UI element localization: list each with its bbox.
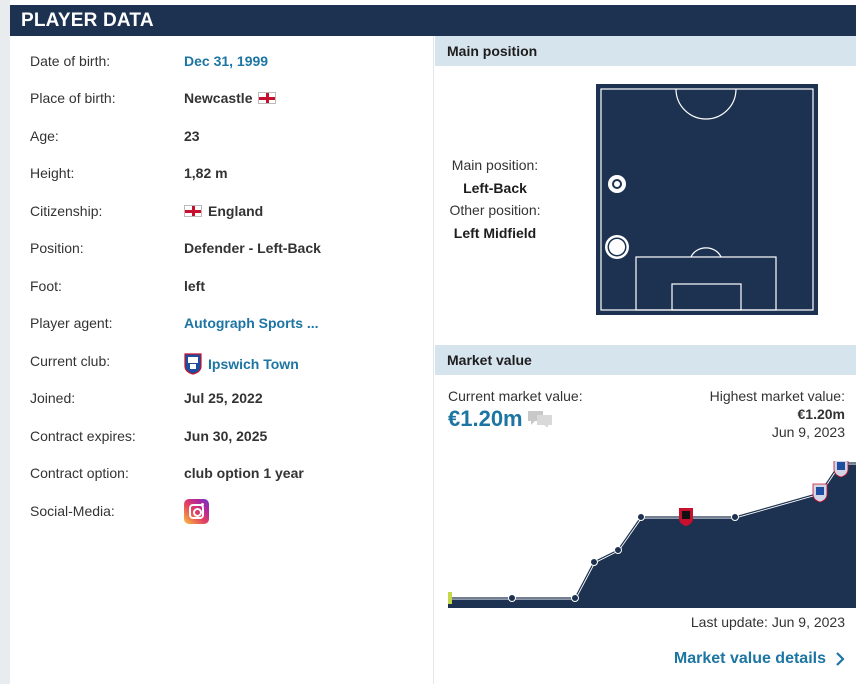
highest-market-value-date: Jun 9, 2023 [771, 424, 845, 440]
link-date-of-birth[interactable]: Dec 31, 1999 [184, 53, 269, 69]
main-position-label: Main position: [451, 157, 539, 173]
label-citizenship: Citizenship: [30, 203, 103, 219]
value-position: Defender - Left-Back [184, 240, 321, 256]
row-foot: Foot: left [30, 276, 430, 298]
row-date-of-birth: Date of birth: Dec 31, 1999 [30, 51, 430, 73]
player-info-panel: Date of birth: Dec 31, 1999 Place of bir… [10, 36, 434, 684]
row-player-agent: Player agent: Autograph Sports ... [30, 313, 430, 335]
label-foot: Foot: [30, 278, 62, 294]
row-position: Position: Defender - Left-Back [30, 238, 430, 260]
label-contract-expires: Contract expires: [30, 428, 136, 444]
market-value-heading-text: Market value [447, 352, 532, 368]
top-strip [10, 0, 856, 5]
other-position-label: Other position: [449, 202, 541, 218]
market-value-details-text[interactable]: Market value details [673, 650, 826, 667]
current-club-text[interactable]: Ipswich Town [208, 356, 299, 372]
other-position-marker [605, 235, 629, 259]
other-position-value: Left Midfield [453, 225, 537, 241]
row-current-club: Current club: Ipswich Town [30, 351, 430, 375]
label-social-media: Social-Media: [30, 503, 115, 519]
current-market-value-label: Current market value: [448, 388, 583, 404]
england-flag-icon [258, 92, 277, 104]
current-market-value: €1.20m [448, 406, 523, 431]
value-age: 23 [184, 128, 200, 144]
value-social-media [184, 499, 209, 524]
row-age: Age: 23 [30, 126, 430, 148]
label-place-of-birth: Place of birth: [30, 90, 116, 106]
value-height: 1,82 m [184, 165, 228, 181]
highest-market-value: €1.20m [797, 406, 845, 422]
citizenship-text: England [208, 203, 264, 219]
label-current-club: Current club: [30, 353, 111, 369]
value-place-of-birth: Newcastle [184, 90, 277, 106]
row-contract-expires: Contract expires: Jun 30, 2025 [30, 426, 430, 448]
chevron-right-icon [836, 652, 845, 666]
row-contract-option: Contract option: club option 1 year [30, 463, 430, 485]
label-joined: Joined: [30, 390, 76, 406]
main-position-heading: Main position [435, 36, 856, 66]
position-market-panel: Main position Main position: Left-Back O… [435, 36, 856, 684]
market-value-details-link[interactable]: Market value details [674, 650, 845, 668]
ipswich-town-crest-icon[interactable] [184, 353, 202, 375]
value-foot: left [184, 278, 205, 294]
instagram-icon[interactable] [184, 499, 209, 524]
link-current-club[interactable]: Ipswich Town [184, 353, 299, 375]
last-update: Last update: Jun 9, 2023 [690, 614, 845, 630]
label-contract-option: Contract option: [30, 465, 129, 481]
main-position-value: Left-Back [463, 180, 527, 196]
market-value-heading: Market value [435, 345, 856, 375]
value-joined: Jul 25, 2022 [184, 390, 263, 406]
comments-icon[interactable] [528, 411, 554, 428]
england-flag-icon [184, 205, 202, 217]
row-citizenship: Citizenship: England [30, 201, 430, 223]
row-social-media: Social-Media: [30, 499, 430, 524]
link-player-agent[interactable]: Autograph Sports ... [184, 315, 319, 331]
row-place-of-birth: Place of birth: Newcastle [30, 88, 430, 110]
place-of-birth-text: Newcastle [184, 90, 253, 106]
row-height: Height: 1,82 m [30, 163, 430, 185]
value-contract-option: club option 1 year [184, 465, 304, 481]
main-position-marker [608, 175, 626, 193]
row-joined: Joined: Jul 25, 2022 [30, 388, 430, 410]
player-data-header: PLAYER DATA [10, 5, 856, 36]
label-player-agent: Player agent: [30, 315, 113, 331]
page-gutter [0, 0, 10, 684]
market-value-chart[interactable] [448, 458, 856, 646]
label-date-of-birth: Date of birth: [30, 53, 111, 69]
value-contract-expires: Jun 30, 2025 [184, 428, 268, 444]
label-height: Height: [30, 165, 75, 181]
highest-market-value-label: Highest market value: [709, 388, 845, 404]
value-citizenship: England [184, 203, 263, 219]
label-position: Position: [30, 240, 84, 256]
label-age: Age: [30, 128, 59, 144]
main-position-heading-text: Main position [447, 43, 538, 59]
position-pitch [596, 84, 818, 315]
header-title: PLAYER DATA [21, 10, 154, 31]
